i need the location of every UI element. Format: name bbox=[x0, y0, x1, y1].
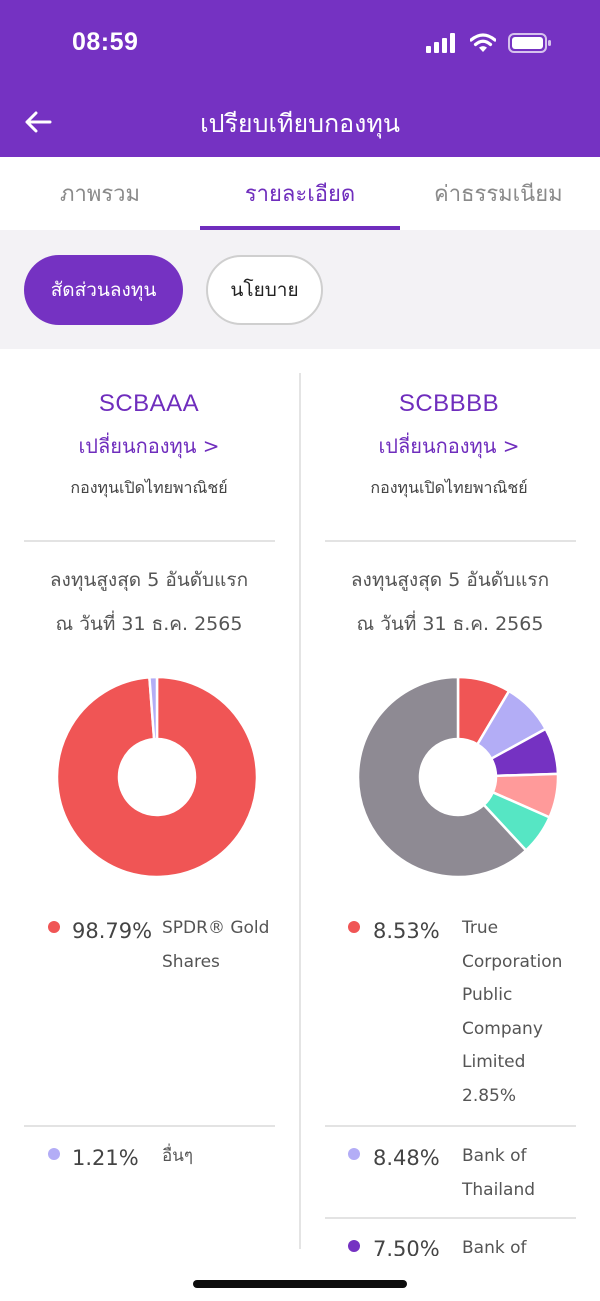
top5-title: ลงทุนสูงสุด 5 อันดับแรก bbox=[350, 569, 550, 591]
top5-title: ลงทุนสูงสุด 5 อันดับแรก bbox=[49, 569, 249, 591]
legend-dot bbox=[48, 1148, 60, 1160]
change-fund-link[interactable]: เปลี่ยนกองทุน > bbox=[78, 434, 220, 458]
column-divider bbox=[299, 373, 301, 1249]
donut-slice-1 bbox=[148, 676, 159, 741]
holding-percent: 7.50% bbox=[373, 1237, 440, 1256]
fund-company: กองทุนเปิดไทยพาณิชย์ bbox=[370, 478, 528, 497]
back-arrow-icon[interactable] bbox=[22, 106, 54, 138]
chip-policy[interactable]: นโยบาย bbox=[206, 255, 323, 325]
legend-dot bbox=[348, 1148, 360, 1160]
battery-icon bbox=[508, 33, 551, 53]
holding-percent: 98.79% bbox=[72, 919, 153, 943]
chip-investment-ratio[interactable]: สัดส่วนลงทุน bbox=[24, 255, 183, 325]
donut-slice-5 bbox=[357, 676, 528, 878]
page-title: เปรียบเทียบกองทุน bbox=[200, 109, 400, 138]
fund-name: SCBBBB bbox=[398, 390, 500, 417]
divider bbox=[325, 1125, 576, 1127]
holding-percent: 8.48% bbox=[373, 1146, 440, 1170]
fund-name: SCBAAA bbox=[98, 390, 200, 417]
app-header: 08:59 เปรียบเทียบกองทุน bbox=[0, 0, 600, 157]
legend-dot bbox=[348, 921, 360, 933]
tab-bar: ภาพรวม รายละเอียด ค่าธรรมเนียม bbox=[0, 157, 600, 230]
holding-name: อื่นๆ bbox=[162, 1146, 193, 1166]
holding-name: SPDR® Gold Shares bbox=[162, 918, 270, 972]
tab-details[interactable]: รายละเอียด bbox=[244, 182, 356, 207]
holdings-donut-chart bbox=[357, 676, 559, 878]
as-of-date: ณ วันที่ 31 ธ.ค. 2565 bbox=[55, 613, 243, 635]
tab-fees[interactable]: ค่าธรรมเนียม bbox=[434, 182, 563, 207]
holding-percent: 8.53% bbox=[373, 919, 440, 943]
home-indicator[interactable] bbox=[193, 1280, 407, 1288]
wifi-icon bbox=[470, 33, 496, 52]
divider bbox=[24, 540, 275, 542]
divider bbox=[325, 1217, 576, 1219]
holding-name: True Corporation Public Company Limited … bbox=[462, 918, 563, 1106]
active-tab-indicator bbox=[200, 226, 400, 230]
as-of-date: ณ วันที่ 31 ธ.ค. 2565 bbox=[356, 613, 544, 635]
holding-name: Bank of bbox=[462, 1238, 527, 1256]
legend-dot bbox=[48, 921, 60, 933]
status-time: 08:59 bbox=[72, 28, 139, 56]
holdings-donut-chart bbox=[56, 676, 258, 878]
divider bbox=[24, 1125, 275, 1127]
status-icons bbox=[426, 32, 552, 54]
donut-slice-0 bbox=[56, 676, 258, 878]
holding-name: Bank of Thailand bbox=[462, 1146, 536, 1200]
fund-company: กองทุนเปิดไทยพาณิชย์ bbox=[70, 478, 228, 497]
divider bbox=[325, 540, 576, 542]
tab-overview[interactable]: ภาพรวม bbox=[59, 182, 141, 207]
change-fund-link[interactable]: เปลี่ยนกองทุน > bbox=[378, 434, 520, 458]
cellular-signal-icon bbox=[426, 33, 455, 53]
holding-percent: 1.21% bbox=[72, 1146, 139, 1170]
filter-chip-bar: สัดส่วนลงทุน นโยบาย bbox=[0, 230, 600, 349]
legend-dot bbox=[348, 1240, 360, 1252]
clipped-list-row: 7.50% Bank of bbox=[0, 1236, 600, 1256]
